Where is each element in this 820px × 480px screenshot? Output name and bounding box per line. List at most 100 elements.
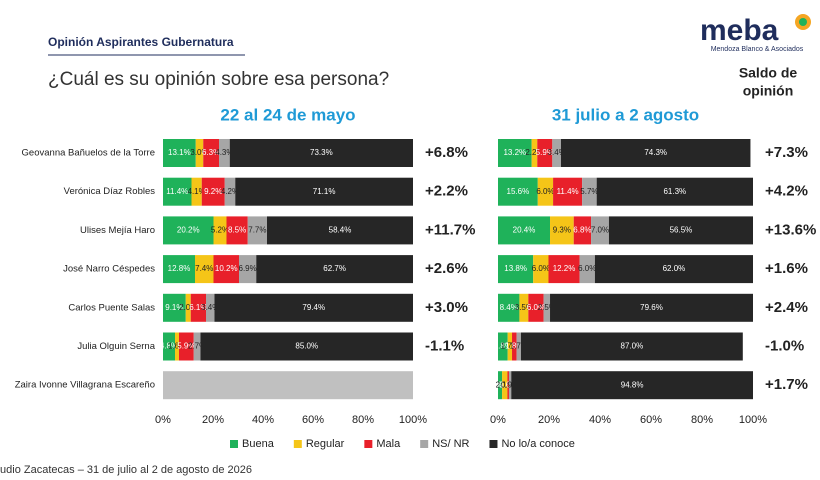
bar-segment [200,332,413,361]
balance-label: +2.6% [425,260,468,277]
bar-segment [507,371,509,400]
bar-segment [533,255,549,284]
data-label: 6.0% [527,303,545,312]
data-label: 1.7% [510,342,528,351]
data-label: 6.0% [578,264,596,273]
data-label: 4.8% [160,342,178,351]
data-label: 3.0% [190,148,208,157]
legend-swatch [230,440,238,448]
data-label: 61.3% [663,187,686,196]
bar-segment [185,293,191,322]
x-tick-label: 40% [589,414,611,426]
data-label: 3.4% [201,303,219,312]
bar-segment [498,371,503,400]
panel-title: 22 al 24 de mayo [220,105,355,124]
data-label: 0.6% [499,380,517,389]
bar-segment [596,177,753,206]
data-label: 8.4% [500,303,518,312]
bar-segment [498,139,532,167]
bar-segment [498,216,551,245]
x-tick-label: 80% [691,414,713,426]
balance-label: +1.7% [765,376,808,393]
question: ¿Cuál es su opinión sobre esa persona? [48,69,389,90]
data-label: 9.3% [553,226,571,235]
x-tick-label: 40% [252,414,274,426]
data-label: 15.6% [507,187,530,196]
bar-segment [235,177,413,206]
data-label: 87.0% [621,342,644,351]
legend-swatch [293,440,302,448]
data-label: 79.4% [302,303,325,312]
bar-segment [224,177,236,206]
data-label: 11.4% [166,187,188,196]
bar-segment [163,139,196,167]
data-label: 7.7% [248,226,266,235]
data-label: 6.8% [573,226,591,235]
data-label: 1.6% [491,380,509,389]
data-label: 1.8% [505,342,523,351]
bar-segment [537,177,554,206]
logo-icon-inner [799,18,807,26]
bar-segment [507,332,513,361]
bar-segment [179,332,194,361]
data-label: 2.5% [538,303,556,312]
data-label: 9.1% [165,303,183,312]
data-label: 13.2% [503,148,526,157]
logo-subtitle: Mendoza Blanco & Asociados [711,46,804,53]
bar-segment [519,293,529,322]
x-tick-label: 100% [399,414,427,426]
x-tick-label: 60% [302,414,324,426]
bar-segment [163,332,175,361]
data-label: 11.4% [557,187,579,196]
bar-segment [591,216,609,245]
balance-label: +13.6% [765,221,816,238]
bar-segment [550,216,574,245]
balance-label: +2.2% [425,183,468,200]
bar-segment [531,139,538,167]
data-label: 79.6% [640,303,663,312]
logo: meba [700,14,779,47]
data-label: 12.8% [168,264,191,273]
bar-segment [560,139,751,167]
data-label: 56.5% [670,226,693,235]
balance-label: +7.3% [765,144,808,161]
data-label: 2.2% [525,148,543,157]
bar-segment [548,255,580,284]
bar-segment [498,332,508,361]
bar-segment [553,177,583,206]
bar-segment [163,177,192,206]
balance-label: +6.8% [425,144,468,161]
bar-segment [552,139,561,167]
bar-segment [498,177,538,206]
saldo-title: opinión [743,83,794,99]
footer: tudio Zacatecas – 31 de julio al 2 de ag… [0,464,252,476]
data-label: 1.6% [168,342,186,351]
bar-segment [163,255,195,284]
bar-segment [516,332,521,361]
data-label: 58.4% [329,226,352,235]
data-label: 94.8% [621,380,644,389]
bar-segment [528,293,544,322]
panel-title: 31 julio a 2 agosto [552,105,699,124]
data-label: 9.2% [204,187,222,196]
balance-label: +11.7% [425,221,475,238]
bar-segment [267,216,413,245]
data-label: 85.0% [295,342,318,351]
data-label: 2.1% [496,380,514,389]
balance-label: -1.1% [425,337,464,354]
legend-label: No lo/a conoce [501,438,574,450]
data-label: 2.0% [179,303,197,312]
category-label: Ulises Mejía Haro [80,225,155,236]
bar-segment [582,177,597,206]
bar-segment [498,255,534,284]
x-tick-label: 20% [538,414,560,426]
balance-label: +2.4% [765,299,808,316]
data-label: 5.7% [580,187,598,196]
data-label: 5.9% [536,148,554,157]
data-label: 6.9% [239,264,257,273]
bar-segment [594,255,753,284]
bar-segment [213,216,227,245]
data-label: 5.2% [211,226,229,235]
data-label: 1.7% [501,342,519,351]
